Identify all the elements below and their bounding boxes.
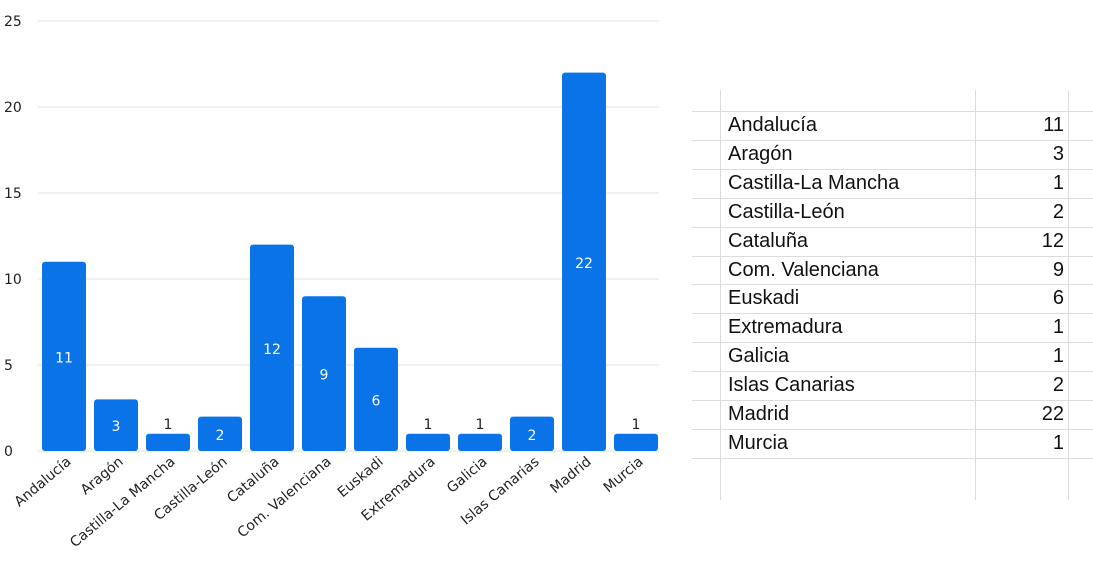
table-cell-value: 2 (1052, 200, 1064, 223)
bar (406, 433, 450, 451)
table-cell-region: Andalucía (728, 114, 817, 136)
y-axis-ticks: 0 5 10 15 20 25 (4, 14, 22, 460)
x-tick-label: Madrid (547, 454, 594, 497)
data-label: 11 (55, 350, 73, 366)
x-tick-label: Com. Valenciana (235, 454, 335, 541)
data-table: Andalucía 11 Aragón 3 Castilla-La Mancha 1 Cas… (692, 90, 1093, 500)
x-tick-label: Andalucía (12, 454, 75, 511)
data-label: 6 (372, 393, 381, 409)
table-cell-value: 12 (1041, 229, 1064, 252)
y-tick-label: 0 (4, 444, 13, 460)
y-tick-label: 20 (4, 100, 22, 116)
table-cell-value: 11 (1043, 114, 1064, 136)
table-vline (975, 90, 976, 500)
table-vline (720, 90, 721, 500)
table-cell-value: 2 (1052, 374, 1064, 397)
bar (458, 433, 502, 451)
table-cell-region: Castilla-La Mancha (728, 171, 900, 194)
bar (302, 296, 346, 451)
y-tick-label: 10 (4, 272, 22, 288)
table-hline (692, 428, 1093, 430)
table-hline (692, 371, 1093, 373)
table-hline (692, 400, 1093, 401)
table-cell-value: 22 (1041, 403, 1064, 425)
table-cell-region: Islas Canarias (728, 374, 855, 397)
table-cell-region: Castilla-León (728, 200, 845, 223)
table-cell-value: 6 (1052, 287, 1064, 310)
x-tick-label: Aragón (78, 454, 127, 499)
data-label: 1 (164, 417, 173, 433)
table-cell-region: Euskadi (728, 287, 800, 310)
data-label: 1 (424, 417, 433, 433)
grid-lines (38, 20, 659, 452)
table-hline (692, 197, 1093, 199)
table-cell-region: Murcia (728, 431, 789, 454)
bar (42, 261, 86, 451)
data-label: 22 (575, 256, 593, 272)
table-hline (692, 313, 1093, 315)
table-hline (692, 168, 1093, 170)
data-label: 3 (112, 419, 121, 435)
table-cell-value: 1 (1052, 431, 1064, 454)
bar (198, 416, 242, 451)
table-cell-region: Extremadura (728, 316, 843, 339)
data-label: 12 (263, 342, 281, 358)
x-tick-label: Murcia (601, 454, 647, 496)
bar (354, 347, 398, 451)
bar (94, 399, 138, 451)
bar (250, 244, 294, 451)
table-hline (692, 457, 1093, 459)
y-tick-label: 15 (4, 186, 22, 202)
y-tick-label: 25 (4, 14, 22, 30)
table-cell-region: Galicia (728, 345, 790, 368)
table-hline (692, 111, 1093, 112)
table-cell-value: 9 (1052, 258, 1064, 281)
x-tick-label: Euskadi (335, 454, 387, 501)
data-label: 9 (320, 368, 329, 384)
table-hline (692, 255, 1093, 257)
table-hline (692, 284, 1093, 286)
table-hline (692, 226, 1093, 228)
bar (614, 433, 658, 451)
table-cell-value: 1 (1052, 316, 1064, 339)
table-hline (692, 342, 1093, 344)
bar (510, 416, 554, 451)
table-cell-value: 1 (1052, 345, 1064, 368)
data-label: 2 (528, 428, 537, 444)
table-cell-region: Cataluña (728, 229, 809, 252)
bar (146, 433, 190, 451)
table-cell-value: 1 (1052, 171, 1064, 194)
data-label: 2 (216, 428, 225, 444)
table-hline (692, 139, 1093, 141)
bars (42, 72, 658, 451)
table-cell-region: Aragón (728, 142, 793, 165)
data-label: 1 (632, 417, 641, 433)
table-cell-region: Com. Valenciana (728, 258, 879, 281)
table-cell-region: Madrid (728, 403, 790, 425)
data-label: 1 (476, 417, 485, 433)
table-cell-value: 3 (1052, 142, 1064, 165)
y-tick-label: 5 (4, 358, 13, 374)
x-tick-label: Galicia (444, 454, 491, 497)
table-vline (1068, 90, 1069, 500)
bar (562, 72, 606, 451)
